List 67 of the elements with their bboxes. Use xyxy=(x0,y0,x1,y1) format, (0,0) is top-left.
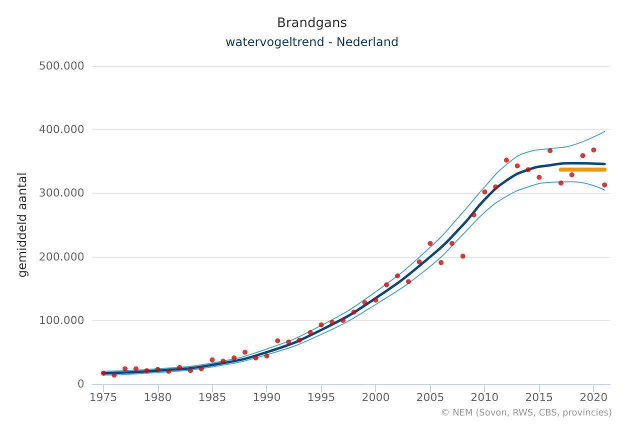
point xyxy=(253,355,258,360)
point xyxy=(580,153,586,158)
point xyxy=(591,147,596,152)
x-tick-label: 2005 xyxy=(416,391,444,404)
point xyxy=(264,354,270,359)
point xyxy=(242,350,248,355)
point xyxy=(275,338,280,344)
point xyxy=(351,310,356,315)
point xyxy=(122,366,128,372)
point xyxy=(232,355,237,360)
x-tick-label: 1990 xyxy=(252,391,281,404)
chart-title: Brandgans xyxy=(277,16,348,31)
y-tick-label: 500.000 xyxy=(38,60,84,72)
y-axis-title: gemiddeld aantal xyxy=(15,172,29,278)
point xyxy=(602,182,608,188)
point xyxy=(177,364,182,370)
point xyxy=(308,330,313,335)
point xyxy=(526,167,531,172)
x-tick-label: 1975 xyxy=(89,391,118,404)
y-tick-label: 400.000 xyxy=(38,123,84,136)
point xyxy=(340,318,346,323)
point xyxy=(558,180,564,186)
point xyxy=(504,158,509,163)
point xyxy=(296,338,302,343)
point xyxy=(144,368,150,374)
point xyxy=(362,300,368,306)
point xyxy=(416,259,422,264)
y-tick-label: 100.000 xyxy=(38,314,84,327)
y-tick-label: 0 xyxy=(77,378,84,390)
y-tick-label: 200.000 xyxy=(38,250,84,264)
point xyxy=(220,358,226,364)
point xyxy=(449,240,454,246)
point xyxy=(133,366,138,372)
point xyxy=(406,279,411,284)
x-tick-label: 2010 xyxy=(470,391,499,404)
point xyxy=(155,366,160,372)
point xyxy=(460,254,466,259)
y-tick-label: 300.000 xyxy=(38,186,84,200)
point xyxy=(373,298,378,303)
chart-subtitle: watervogeltrend - Nederland xyxy=(225,35,399,49)
point xyxy=(569,172,574,178)
point xyxy=(112,372,117,378)
x-tick-label: 2000 xyxy=(362,391,390,404)
x-tick-label: 1995 xyxy=(307,391,336,404)
point xyxy=(548,148,553,154)
point xyxy=(100,370,106,376)
point xyxy=(384,282,390,288)
x-tick-label: 2020 xyxy=(580,391,608,404)
x-tick-label: 1985 xyxy=(198,391,226,404)
point xyxy=(318,322,324,328)
x-tick-label: 2015 xyxy=(525,391,554,404)
text: © NEM (Sovon, RWS, CBS, provincies) xyxy=(440,408,612,418)
point xyxy=(210,357,215,362)
point xyxy=(536,174,542,180)
x-tick-label: 1980 xyxy=(144,391,172,404)
point xyxy=(166,368,172,374)
point xyxy=(493,184,498,190)
point xyxy=(482,189,488,194)
point xyxy=(286,340,292,345)
point xyxy=(471,212,476,218)
point xyxy=(198,366,204,372)
point xyxy=(514,163,520,168)
point xyxy=(395,273,400,278)
point xyxy=(330,320,335,325)
point xyxy=(428,240,433,246)
point xyxy=(438,260,444,266)
point xyxy=(188,368,193,374)
